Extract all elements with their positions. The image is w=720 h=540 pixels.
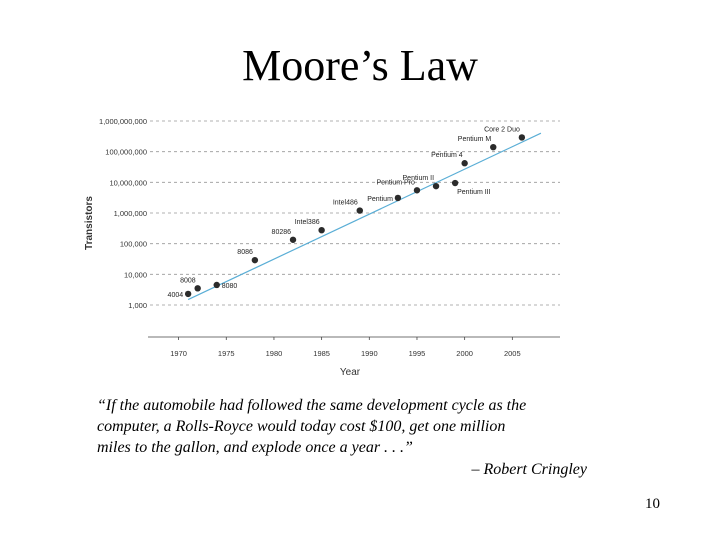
data-point	[356, 207, 363, 214]
x-tick-label: 1985	[313, 349, 330, 358]
x-tick-label: 1990	[361, 349, 378, 358]
moores-law-chart: 1,000 10,000 100,000 1,000,000 10,000,000 100…	[84, 117, 560, 378]
x-tick-label: 2000	[456, 349, 473, 358]
y-tick-label: 1,000	[128, 301, 147, 310]
data-point	[184, 290, 192, 298]
data-point	[432, 182, 440, 190]
y-tick-label: 10,000	[124, 270, 147, 279]
quote-line-1: “If the automobile had followed the same…	[97, 397, 527, 414]
page-number: 10	[645, 496, 660, 512]
x-tick-label: 1995	[409, 349, 426, 358]
data-point	[461, 160, 468, 167]
data-label: Intel486	[333, 200, 358, 207]
trend-line	[187, 132, 542, 301]
y-tick-label: 1,000,000	[114, 209, 147, 218]
x-tick-label: 1975	[218, 349, 235, 358]
y-axis-title: Transistors	[84, 196, 95, 250]
y-tick-label: 10,000,000	[109, 178, 147, 187]
quote-line-3: miles to the gallon, and explode once a …	[97, 439, 413, 456]
data-point	[318, 226, 325, 234]
y-tick-label: 1,000,000,000	[99, 117, 147, 126]
x-tick-label: 1980	[266, 349, 283, 358]
data-point	[451, 179, 459, 187]
data-label: 8080	[222, 283, 238, 290]
data-point	[251, 256, 259, 264]
data-label: Pentium 4	[431, 152, 463, 159]
data-label: Core 2 Duo	[484, 126, 520, 133]
data-point	[413, 187, 421, 194]
y-tick-label: 100,000,000	[105, 148, 147, 157]
quote-attribution: – Robert Cringley	[471, 461, 587, 478]
quote: “If the automobile had followed the same…	[97, 395, 617, 458]
data-label: Pentium Pro	[376, 179, 415, 186]
x-axis-title: Year	[340, 367, 361, 378]
data-label: Pentium M	[458, 136, 492, 143]
data-label: 8008	[180, 277, 196, 284]
data-label: 80286	[272, 229, 292, 236]
x-tick-label: 2005	[504, 349, 521, 358]
y-tick-label: 100,000	[120, 240, 147, 249]
data-label: Pentium III	[457, 189, 491, 196]
data-point	[518, 134, 526, 141]
data-label: Pentium II	[403, 175, 435, 182]
quote-line-2: computer, a Rolls-Royce would today cost…	[97, 418, 506, 435]
data-point	[490, 143, 497, 151]
data-label: 8086	[237, 249, 253, 256]
data-label: 4004	[168, 292, 184, 299]
data-label: Pentium	[367, 196, 393, 203]
data-point	[213, 281, 220, 289]
data-point	[194, 285, 201, 292]
x-tick-label: 1970	[170, 349, 187, 358]
slide-title: Moore’s Law	[242, 41, 478, 90]
data-label: Intel386	[295, 219, 320, 226]
data-point	[394, 194, 402, 202]
data-point	[289, 236, 297, 243]
